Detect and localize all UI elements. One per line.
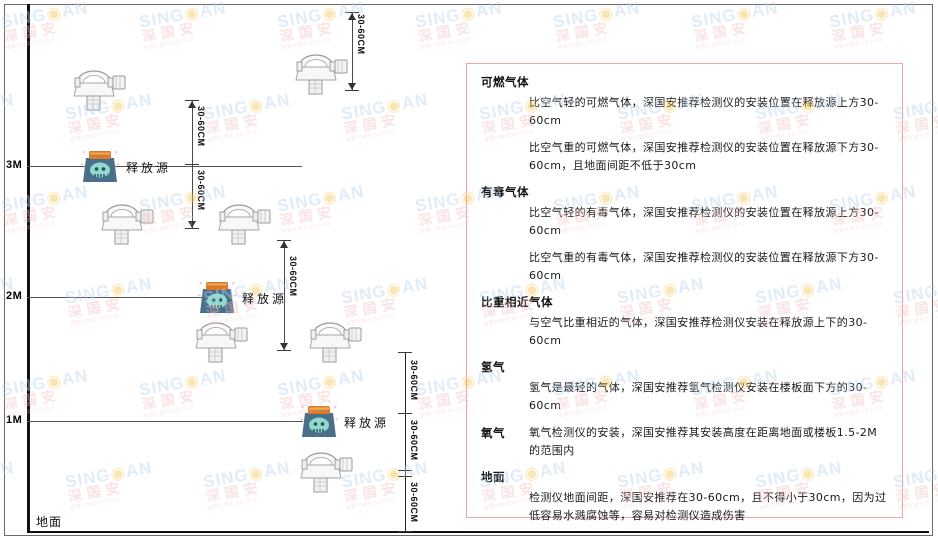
level-label-1m: 1M — [6, 414, 23, 426]
dim-arrow-c-bottom — [280, 343, 288, 350]
dim-label-c: 30-60CM — [288, 256, 298, 297]
dim-tick-b-top — [185, 100, 199, 101]
info-section-heading: 可燃气体 — [481, 75, 529, 89]
dim-tick-c-bottom — [277, 350, 291, 351]
info-panel-sections: 可燃气体 比空气轻的可燃气体，深国安推荐检测仪的安装位置在释放源上方30-60cm… — [467, 64, 902, 525]
gas-detector-icon — [304, 318, 368, 373]
dim-tick-b-bottom — [185, 228, 199, 229]
dim-arrow-b-top — [188, 101, 196, 108]
dim-label-d2: 30-60CM — [409, 420, 419, 461]
info-section-paragraph: 氢气是最轻的气体，深国安推荐氢气检测仪安装在楼板面下方的30-60cm — [529, 381, 868, 412]
release-source-label: 释放源 — [344, 416, 390, 430]
gas-detector-icon — [96, 200, 160, 255]
info-section-paragraph: 检测仪地面间距，深国安推荐在30-60cm，且不得小于30cm，因为过低容易水溅… — [529, 491, 887, 522]
info-section: 地面检测仪地面间距，深国安推荐在30-60cm，且不得小于30cm，因为过低容易… — [481, 469, 888, 525]
dim-line-d — [405, 352, 406, 532]
level-line-2m — [27, 297, 203, 298]
info-section-paragraph: 比空气重的有毒气体，深国安推荐检测仪的安装位置在释放源下方30-60cm — [529, 251, 879, 282]
x-axis-ground — [27, 531, 929, 533]
info-section-paragraph: 与空气比重相近的气体，深国安推荐检测仪安装在释放源上下的30-60cm — [529, 316, 868, 347]
info-panel: 可燃气体 比空气轻的可燃气体，深国安推荐检测仪的安装位置在释放源上方30-60cm… — [466, 63, 903, 522]
info-section-paragraph: 比空气轻的可燃气体，深国安推荐检测仪的安装位置在释放源上方30-60cm — [529, 96, 879, 127]
dim-arrow-c-top — [280, 241, 288, 248]
ground-label: 地面 — [36, 515, 63, 529]
dim-line-a — [352, 12, 353, 90]
gas-detector-icon — [213, 200, 277, 255]
level-label-2m: 2M — [6, 290, 23, 302]
info-section-heading: 氧气 — [481, 426, 505, 440]
dim-label-b2: 30-60CM — [196, 170, 206, 211]
gas-detector-icon — [68, 66, 132, 121]
release-source-icon — [298, 403, 340, 448]
gas-detector-icon — [290, 50, 354, 105]
level-line-3m — [27, 166, 302, 167]
info-section-paragraph: 氧气检测仪的安装，深国安推荐其安装高度在距离地面或楼板1.5-2M的范围内 — [529, 426, 878, 457]
dim-label-d3: 30-60CM — [409, 482, 419, 523]
info-section-heading: 地面 — [481, 470, 505, 484]
dim-tick-c-top — [277, 240, 291, 241]
info-section-heading: 比重相近气体 — [481, 295, 553, 309]
dim-tick-d-top — [398, 352, 412, 353]
dim-arrow-a-top — [348, 13, 356, 20]
gas-detector-icon — [295, 448, 359, 503]
gas-detector-icon — [190, 318, 254, 373]
info-section: 有毒气体 比空气轻的有毒气体，深国安推荐检测仪的安装位置在释放源上方30-60cm… — [481, 184, 888, 285]
dim-label-d1: 30-60CM — [409, 360, 419, 401]
release-source-icon — [79, 148, 121, 193]
release-source-label: 释放源 — [126, 161, 172, 175]
info-section: 氧气 氧气检测仪的安装，深国安推荐其安装高度在距离地面或楼板1.5-2M的范围内 — [481, 424, 888, 460]
y-axis — [27, 4, 30, 532]
dim-label-a: 30-60CM — [356, 14, 366, 55]
dim-tick-b-mid — [185, 164, 199, 165]
dim-tick-d-bottom — [398, 531, 412, 532]
info-section-heading: 有毒气体 — [481, 185, 529, 199]
info-section-paragraph: 比空气重的可燃气体，深国安推荐检测仪的安装位置在释放源下方30-60cm，且地面… — [529, 141, 879, 172]
info-section-paragraph: 比空气轻的有毒气体，深国安推荐检测仪的安装位置在释放源上方30-60cm — [529, 206, 879, 237]
level-line-1m — [27, 421, 303, 422]
dim-arrow-a-bottom — [348, 83, 356, 90]
dim-tick-d-m2 — [398, 470, 412, 471]
dim-line-c — [284, 240, 285, 350]
outer-frame — [4, 4, 933, 536]
info-section: 比重相近气体与空气比重相近的气体，深国安推荐检测仪安装在释放源上下的30-60c… — [481, 294, 888, 350]
dim-tick-d-m3 — [398, 476, 412, 477]
dim-tick-d-m1 — [398, 413, 412, 414]
info-section: 可燃气体 比空气轻的可燃气体，深国安推荐检测仪的安装位置在释放源上方30-60cm… — [481, 74, 888, 175]
dim-tick-a-top — [345, 12, 359, 13]
dim-label-b1: 30-60CM — [196, 106, 206, 147]
dim-arrow-b-bottom — [188, 221, 196, 228]
release-source-icon — [196, 279, 238, 324]
dim-tick-a-bottom — [345, 90, 359, 91]
info-section-heading: 氢气 — [481, 360, 505, 374]
level-label-3m: 3M — [6, 159, 23, 171]
info-section: 氢气氢气是最轻的气体，深国安推荐氢气检测仪安装在楼板面下方的30-60cm — [481, 359, 888, 415]
release-source-label: 释放源 — [242, 292, 288, 306]
